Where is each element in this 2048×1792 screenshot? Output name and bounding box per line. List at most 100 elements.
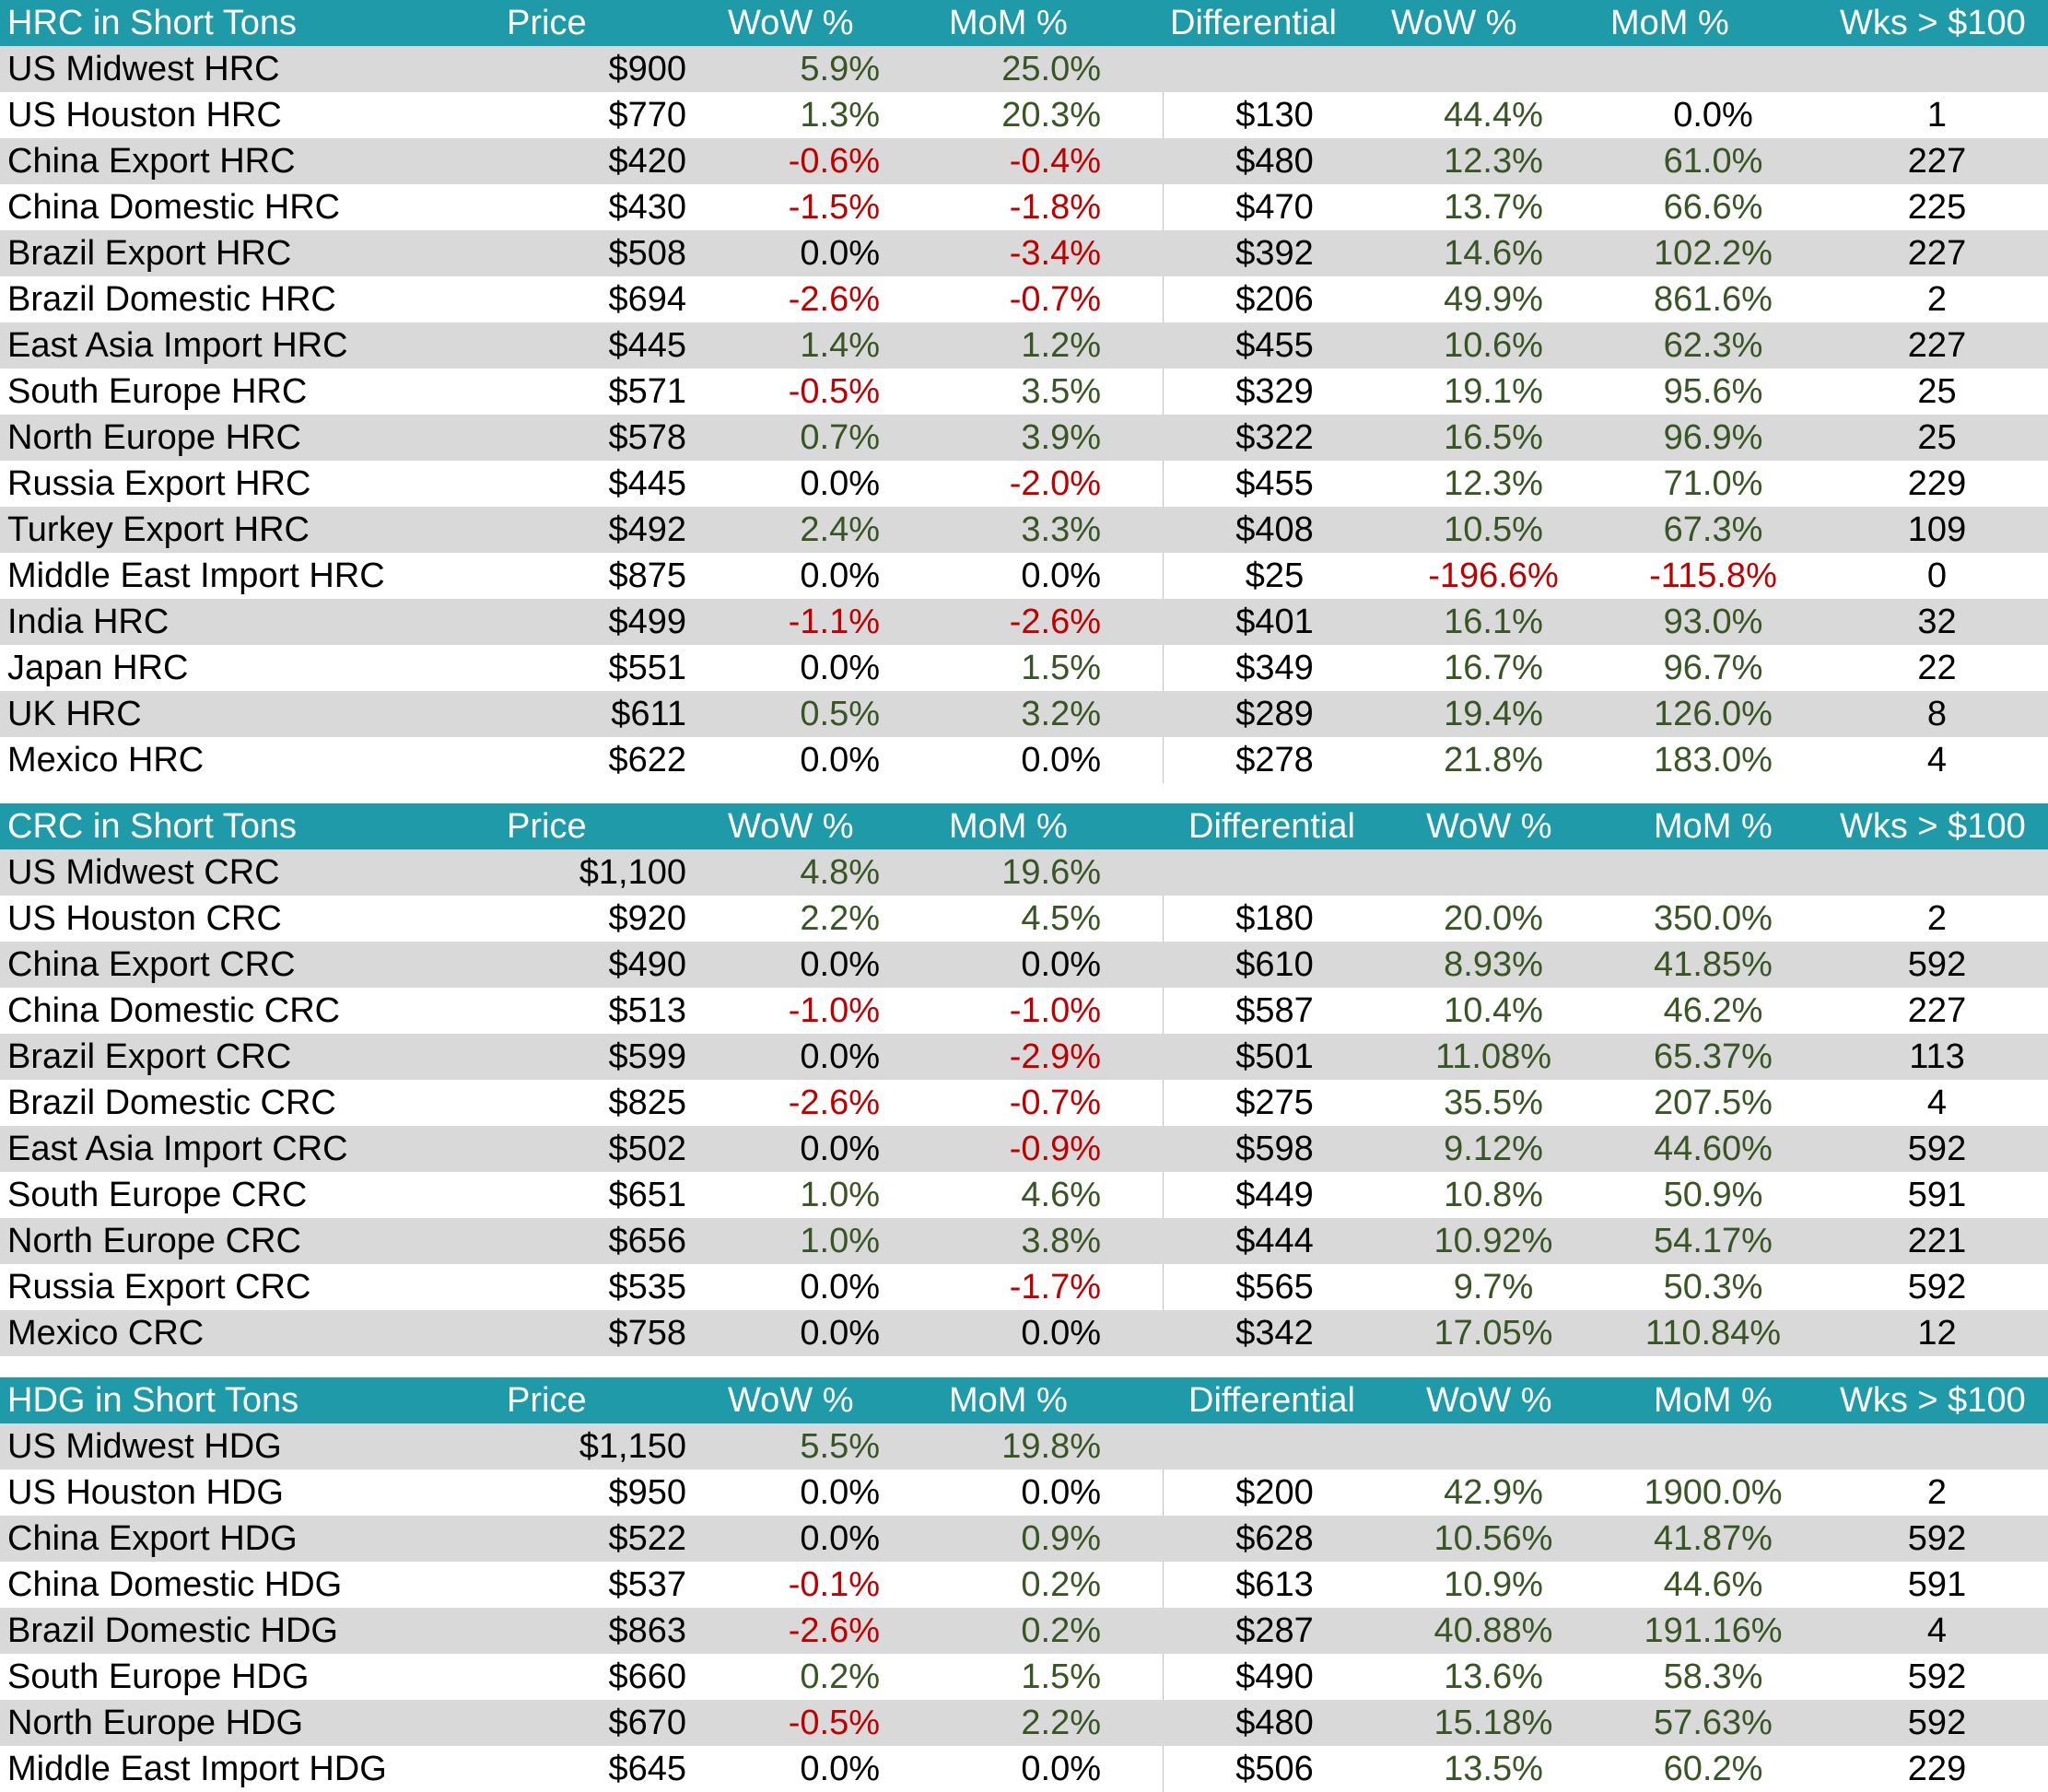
row-mom: 3.9%	[1021, 418, 1101, 457]
row-price: $430	[608, 188, 686, 227]
row-name: Mexico CRC	[7, 1314, 205, 1353]
row-mom: -0.9%	[1009, 1130, 1101, 1168]
table-row: South Europe HDG $660 0.2% 1.5% $490 13.6% 58.…	[0, 1654, 2048, 1700]
table-row: Middle East Import HRC $875 0.0% 0.0% $25 -19…	[0, 553, 2048, 599]
row-differential: $501	[1235, 1037, 1314, 1076]
table-row: Middle East Import HDG $645 0.0% 0.0% $506 13…	[0, 1746, 2048, 1792]
row-mom: 0.0%	[1021, 556, 1101, 595]
row-weeks-over-100: 32	[1917, 603, 1957, 641]
table-row: Brazil Domestic CRC $825 -2.6% -0.7% $275 35.…	[0, 1080, 2048, 1126]
row-diff-wow: 10.5%	[1444, 510, 1543, 549]
row-differential: $278	[1235, 741, 1314, 779]
row-wow: -1.5%	[788, 188, 880, 227]
row-wow: 2.4%	[800, 510, 880, 549]
row-differential: $628	[1235, 1519, 1314, 1558]
row-name: US Midwest HDG	[7, 1427, 282, 1466]
row-wow: 5.5%	[800, 1427, 880, 1466]
column-divider	[1163, 849, 1164, 1356]
row-diff-wow: 10.8%	[1444, 1176, 1543, 1214]
row-price: $513	[608, 991, 686, 1030]
row-wow: 0.2%	[800, 1657, 880, 1696]
header-title: HDG in Short Tons	[7, 1381, 299, 1420]
row-differential: $449	[1235, 1176, 1314, 1214]
row-differential: $610	[1235, 945, 1314, 984]
row-weeks-over-100: 1	[1926, 96, 1948, 135]
row-name: US Houston HRC	[7, 96, 282, 135]
row-mom: 0.0%	[1021, 1314, 1101, 1353]
row-diff-wow	[1387, 1423, 1600, 1470]
row-name: Russia Export HRC	[7, 464, 311, 503]
row-mom: -1.0%	[1009, 991, 1101, 1030]
row-name: Brazil Export HRC	[7, 234, 292, 273]
row-mom: -2.9%	[1009, 1037, 1101, 1076]
row-diff-mom: 95.6%	[1663, 372, 1763, 411]
row-price: $758	[608, 1314, 686, 1353]
row-mom: 0.0%	[1021, 1473, 1101, 1512]
row-name: UK HRC	[7, 695, 142, 733]
row-weeks-over-100: 227	[1907, 234, 1967, 273]
row-mom: 25.0%	[1001, 50, 1101, 88]
row-mom: -0.7%	[1009, 1083, 1101, 1122]
table-row: US Midwest CRC $1,100 4.8% 19.6%	[0, 849, 2048, 896]
row-wow: -2.6%	[788, 1611, 880, 1650]
row-price: $875	[608, 556, 686, 595]
row-diff-wow: 40.88%	[1434, 1611, 1553, 1650]
row-diff-wow: 10.9%	[1444, 1565, 1543, 1604]
table-row: North Europe HDG $670 -0.5% 2.2% $480 15.18% 5…	[0, 1700, 2048, 1746]
row-weeks-over-100: 4	[1926, 741, 1948, 779]
row-differential: $598	[1235, 1130, 1314, 1168]
row-mom: 4.5%	[1021, 899, 1101, 938]
row-weeks-over-100: 229	[1907, 464, 1967, 503]
row-weeks-over-100: 2	[1926, 1473, 1948, 1512]
table-row: East Asia Import CRC $502 0.0% -0.9% $598 9.1…	[0, 1126, 2048, 1172]
row-diff-mom: 44.60%	[1654, 1130, 1773, 1168]
row-differential: $206	[1235, 280, 1314, 319]
header-diff-wow: WoW %	[1426, 1381, 1552, 1420]
header-differential: Differential	[1170, 4, 1337, 42]
row-name: North Europe HRC	[7, 418, 301, 457]
row-diff-mom: 57.63%	[1654, 1704, 1773, 1742]
table-row: South Europe CRC $651 1.0% 4.6% $449 10.8% 50.…	[0, 1172, 2048, 1218]
row-weeks-over-100: 2	[1926, 899, 1948, 938]
row-diff-mom: 60.2%	[1663, 1750, 1763, 1788]
row-weeks-over-100: 109	[1907, 510, 1967, 549]
row-mom: 2.2%	[1021, 1704, 1101, 1742]
row-weeks-over-100: 592	[1907, 1519, 1967, 1558]
table-header: HRC in Short Tons Price WoW % MoM % Differen…	[0, 0, 2048, 46]
row-mom: -1.8%	[1009, 188, 1101, 227]
header-title: CRC in Short Tons	[7, 807, 297, 846]
row-name: South Europe HDG	[7, 1657, 310, 1696]
header-differential: Differential	[1188, 1381, 1355, 1420]
table-row: Brazil Domestic HRC $694 -2.6% -0.7% $206 49.…	[0, 276, 2048, 322]
table-row: Russia Export CRC $535 0.0% -1.7% $565 9.7% 50…	[0, 1264, 2048, 1310]
row-differential: $480	[1235, 1704, 1314, 1742]
row-diff-mom: 183.0%	[1654, 741, 1773, 779]
row-mom: 3.2%	[1021, 695, 1101, 733]
row-mom: 1.5%	[1021, 649, 1101, 687]
row-diff-mom: 102.2%	[1654, 234, 1773, 273]
row-weeks-over-100: 12	[1917, 1314, 1957, 1353]
row-wow: 0.0%	[800, 1519, 880, 1558]
row-name: India HRC	[7, 603, 170, 641]
row-price: $508	[608, 234, 686, 273]
row-diff-mom: 41.87%	[1654, 1519, 1773, 1558]
table-row: US Houston HRC $770 1.3% 20.3% $130 44.4% 0.0%…	[0, 92, 2048, 138]
row-diff-wow: 16.7%	[1444, 649, 1543, 687]
row-wow: 0.0%	[800, 1750, 880, 1788]
row-diff-wow: 9.7%	[1453, 1268, 1534, 1306]
row-mom: 3.3%	[1021, 510, 1101, 549]
row-diff-wow: 12.3%	[1444, 464, 1543, 503]
row-name: Middle East Import HDG	[7, 1750, 387, 1788]
row-name: China Export HDG	[7, 1519, 298, 1558]
row-price: $611	[611, 695, 686, 733]
row-price: $445	[608, 326, 686, 365]
row-mom: 3.8%	[1021, 1222, 1101, 1260]
row-price: $492	[608, 510, 686, 549]
row-name: US Houston HDG	[7, 1473, 284, 1512]
row-diff-wow: 10.4%	[1444, 991, 1543, 1030]
row-weeks-over-100: 592	[1907, 1130, 1967, 1168]
table-row: Brazil Export CRC $599 0.0% -2.9% $501 11.08%…	[0, 1034, 2048, 1080]
row-differential: $392	[1235, 234, 1314, 273]
row-price: $950	[608, 1473, 686, 1512]
row-price: $420	[608, 142, 686, 181]
